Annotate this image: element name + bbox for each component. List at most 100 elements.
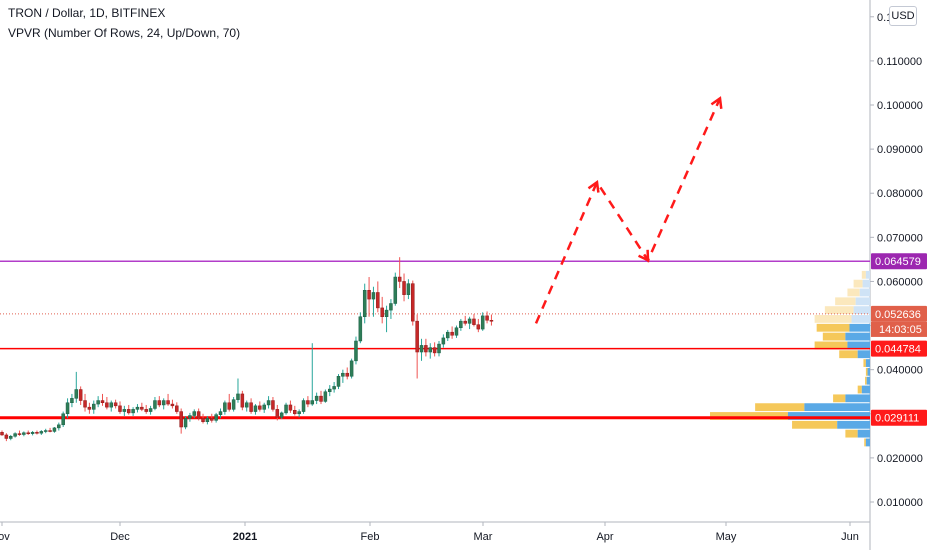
- candle-body[interactable]: [371, 292, 376, 300]
- candle-body[interactable]: [419, 345, 424, 353]
- candle-body[interactable]: [336, 376, 341, 387]
- candle-body[interactable]: [354, 340, 358, 362]
- candle-body[interactable]: [8, 436, 13, 439]
- candle-body[interactable]: [341, 372, 345, 377]
- candle-body[interactable]: [253, 405, 258, 412]
- candle-body[interactable]: [92, 403, 96, 410]
- candle-body[interactable]: [459, 320, 463, 329]
- candle-body[interactable]: [61, 413, 65, 426]
- indicator-legend[interactable]: VPVR (Number Of Rows, 24, Up/Down, 70): [8, 26, 241, 40]
- candle-body[interactable]: [118, 405, 122, 412]
- candle-body[interactable]: [467, 318, 472, 324]
- candle-body[interactable]: [306, 400, 310, 405]
- candle-body[interactable]: [30, 432, 35, 434]
- candle-body[interactable]: [314, 395, 319, 401]
- candle-body[interactable]: [384, 309, 389, 317]
- candle-body[interactable]: [35, 432, 39, 434]
- candle-body[interactable]: [480, 315, 485, 330]
- candle-body[interactable]: [275, 409, 280, 418]
- candle-body[interactable]: [140, 406, 144, 410]
- candle-body[interactable]: [380, 307, 384, 317]
- candle-body[interactable]: [279, 412, 284, 418]
- candle-body[interactable]: [297, 411, 301, 415]
- candle-body[interactable]: [192, 411, 197, 416]
- candle-body[interactable]: [472, 318, 476, 325]
- candle-body[interactable]: [332, 386, 336, 390]
- candle-body[interactable]: [43, 430, 48, 432]
- candle-body[interactable]: [105, 402, 109, 408]
- candle-body[interactable]: [231, 399, 236, 410]
- candle-body[interactable]: [428, 347, 433, 353]
- candle-body[interactable]: [345, 372, 349, 377]
- candle-body[interactable]: [262, 404, 266, 410]
- candle-body[interactable]: [131, 409, 135, 414]
- candle-body[interactable]: [310, 400, 315, 405]
- candle-body[interactable]: [214, 414, 218, 421]
- candle-body[interactable]: [52, 427, 57, 432]
- candle-body[interactable]: [26, 432, 30, 434]
- candle-body[interactable]: [328, 388, 332, 392]
- candle-body[interactable]: [227, 402, 231, 410]
- candle-body[interactable]: [319, 395, 323, 402]
- currency-button[interactable]: USD: [889, 6, 917, 26]
- candle-body[interactable]: [362, 290, 367, 317]
- candle-body[interactable]: [70, 398, 74, 404]
- candle-body[interactable]: [450, 331, 454, 336]
- candle-body[interactable]: [87, 406, 92, 410]
- candle-body[interactable]: [454, 327, 459, 336]
- candle-body[interactable]: [393, 276, 398, 304]
- candle-body[interactable]: [358, 316, 363, 342]
- candle-body[interactable]: [441, 337, 446, 345]
- candle-body[interactable]: [83, 400, 87, 408]
- candle-body[interactable]: [367, 290, 371, 300]
- candle-body[interactable]: [376, 292, 380, 309]
- candle-body[interactable]: [57, 424, 61, 429]
- candle-body[interactable]: [39, 431, 44, 434]
- candle-body[interactable]: [437, 343, 441, 354]
- candle-body[interactable]: [157, 400, 162, 406]
- candle-body[interactable]: [402, 281, 406, 295]
- candle-body[interactable]: [201, 417, 205, 422]
- candle-body[interactable]: [183, 417, 188, 428]
- candle-body[interactable]: [301, 400, 306, 412]
- candle-body[interactable]: [485, 315, 489, 321]
- candle-body[interactable]: [389, 303, 393, 311]
- candle-body[interactable]: [175, 405, 179, 412]
- candle-body[interactable]: [432, 347, 437, 354]
- candle-body[interactable]: [48, 430, 52, 432]
- candle-body[interactable]: [153, 400, 157, 409]
- candle-body[interactable]: [415, 320, 419, 353]
- candle-body[interactable]: [349, 360, 354, 377]
- candle-body[interactable]: [258, 405, 262, 410]
- candle-body[interactable]: [109, 402, 113, 408]
- candle-body[interactable]: [223, 402, 227, 412]
- candle-body[interactable]: [17, 433, 22, 435]
- candle-body[interactable]: [170, 403, 175, 407]
- candle-body[interactable]: [249, 402, 253, 412]
- candle-body[interactable]: [144, 409, 148, 412]
- candle-body[interactable]: [236, 393, 240, 400]
- candle-body[interactable]: [74, 389, 79, 399]
- candle-body[interactable]: [406, 283, 411, 295]
- candle-body[interactable]: [288, 404, 293, 411]
- candle-body[interactable]: [0, 432, 4, 436]
- candle-body[interactable]: [266, 400, 271, 406]
- candle-body[interactable]: [188, 415, 192, 419]
- candle-body[interactable]: [271, 400, 275, 410]
- candle-body[interactable]: [323, 391, 328, 402]
- candle-body[interactable]: [244, 402, 249, 408]
- candle-body[interactable]: [293, 409, 297, 415]
- candle-body[interactable]: [397, 276, 402, 282]
- candle-body[interactable]: [148, 408, 153, 412]
- candle-body[interactable]: [445, 331, 450, 339]
- candle-body[interactable]: [113, 402, 118, 407]
- projection-path[interactable]: [534, 97, 722, 324]
- candle-body[interactable]: [411, 283, 415, 322]
- candle-body[interactable]: [476, 324, 481, 330]
- candle-body[interactable]: [205, 417, 210, 422]
- candle-body[interactable]: [179, 411, 183, 428]
- candle-body[interactable]: [65, 402, 70, 415]
- candle-body[interactable]: [100, 400, 105, 403]
- candle-body[interactable]: [135, 406, 140, 410]
